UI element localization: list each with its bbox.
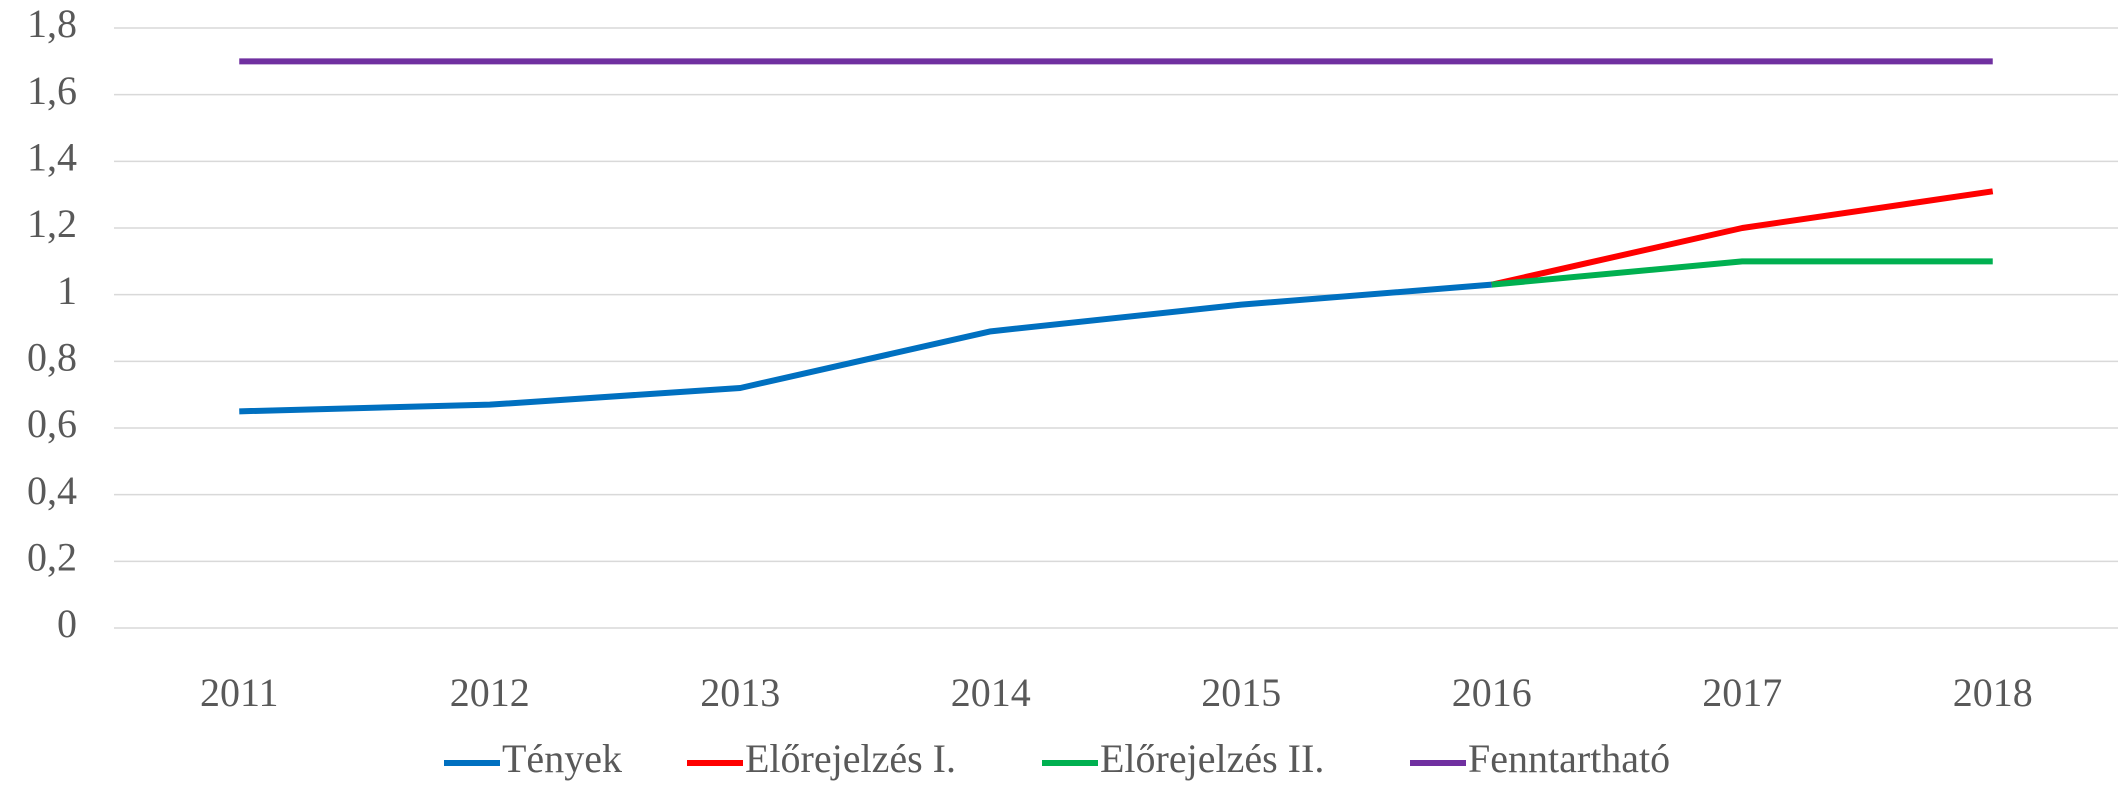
- y-tick-label: 1,2: [27, 201, 77, 246]
- x-tick-label: 2018: [1953, 670, 2033, 715]
- y-tick-label: 1,8: [27, 1, 77, 46]
- x-tick-label: 2014: [951, 670, 1031, 715]
- legend-label: Előrejelzés I.: [745, 736, 956, 781]
- y-tick-label: 0: [57, 601, 77, 646]
- y-tick-label: 1: [57, 268, 77, 313]
- x-tick-label: 2011: [200, 670, 279, 715]
- series-line: [1491, 258, 1993, 288]
- x-tick-label: 2016: [1452, 670, 1532, 715]
- x-tick-label: 2015: [1201, 670, 1281, 715]
- y-tick-label: 0,2: [27, 535, 77, 580]
- y-tick-label: 1,6: [27, 68, 77, 113]
- x-tick-label: 2013: [700, 670, 780, 715]
- legend-label: Előrejelzés II.: [1100, 736, 1324, 781]
- x-tick-label: 2017: [1702, 670, 1782, 715]
- legend-label: Fenntartható: [1468, 736, 1670, 781]
- series-line: [239, 281, 1492, 415]
- legend-label: Tények: [502, 736, 622, 781]
- y-tick-label: 0,6: [27, 401, 77, 446]
- y-tick-label: 0,8: [27, 335, 77, 380]
- y-tick-label: 1,4: [27, 135, 77, 180]
- y-tick-label: 0,4: [27, 468, 77, 513]
- series-line: [1491, 188, 1994, 288]
- x-tick-label: 2012: [450, 670, 530, 715]
